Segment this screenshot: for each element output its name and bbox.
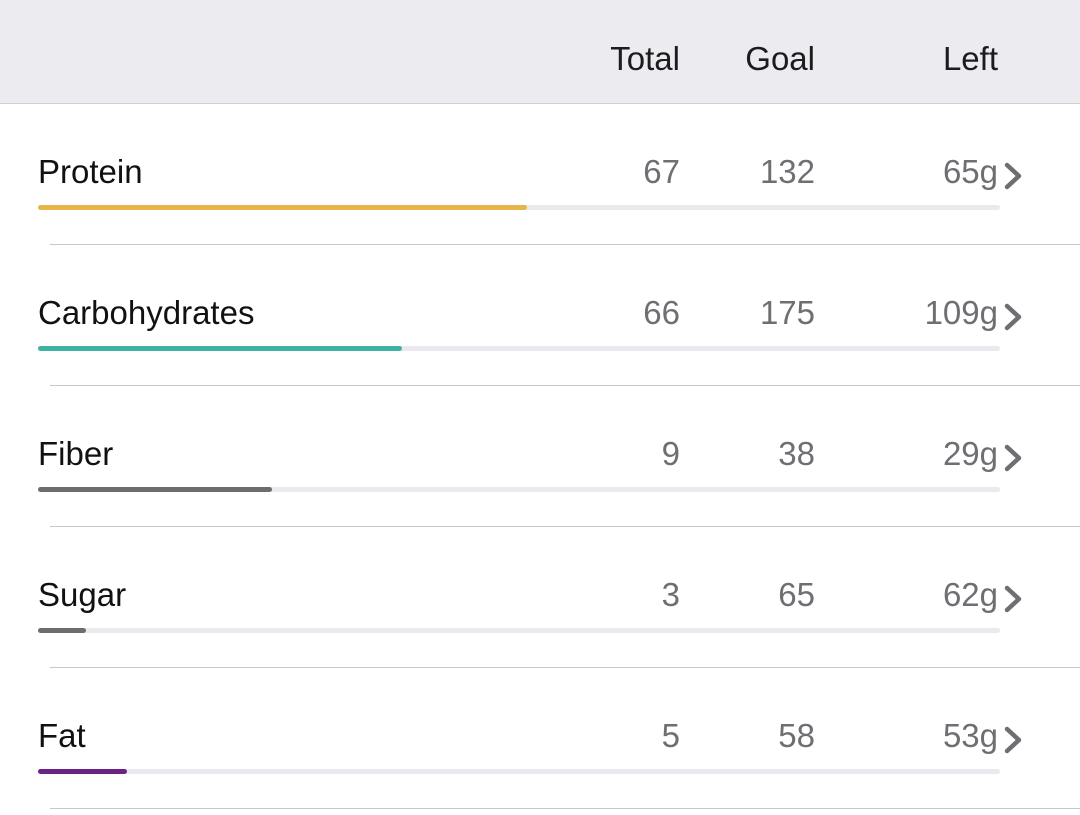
progress-track (38, 487, 1000, 492)
nutrient-left: 109g (924, 294, 998, 331)
row-divider (50, 244, 1080, 245)
progress-track (38, 205, 1000, 210)
nutrient-row-carbohydrates[interactable]: Carbohydrates 66 175 109g (0, 245, 1080, 386)
header-left: Left (942, 40, 998, 77)
header-goal: Goal (745, 40, 815, 77)
nutrient-total: 5 (661, 717, 680, 754)
chevron-right-icon[interactable] (998, 725, 1028, 755)
chevron-right-icon[interactable] (998, 584, 1028, 614)
nutrient-goal: 65 (778, 576, 815, 613)
header-total: Total (610, 40, 680, 77)
nutrient-total: 9 (661, 435, 680, 472)
progress-fill (38, 628, 87, 633)
nutrient-row-fat[interactable]: Fat 5 58 53g (0, 668, 1080, 809)
nutrient-name: Fat (38, 717, 86, 754)
nutrient-goal: 175 (759, 294, 815, 331)
nutrient-goal: 58 (778, 717, 815, 754)
row-divider (50, 667, 1080, 668)
row-divider (50, 526, 1080, 527)
row-divider (50, 808, 1080, 809)
nutrient-total: 66 (643, 294, 680, 331)
nutrient-name: Protein (38, 153, 143, 190)
nutrient-row-protein[interactable]: Protein 67 132 65g (0, 104, 1080, 245)
nutrient-row-sugar[interactable]: Sugar 3 65 62g (0, 527, 1080, 668)
nutrient-goal: 38 (778, 435, 815, 472)
nutrient-total: 3 (661, 576, 680, 613)
progress-track (38, 628, 1000, 633)
nutrient-name: Fiber (38, 435, 114, 472)
progress-fill (38, 205, 527, 210)
column-header-bar: Total Goal Left (0, 0, 1080, 104)
progress-track (38, 769, 1000, 774)
progress-fill (38, 487, 272, 492)
chevron-right-icon[interactable] (998, 443, 1028, 473)
nutrient-left: 62g (942, 576, 998, 613)
nutrient-left: 65g (942, 153, 998, 190)
progress-fill (38, 769, 127, 774)
nutrient-row-fiber[interactable]: Fiber 9 38 29g (0, 386, 1080, 527)
nutrient-total: 67 (643, 153, 680, 190)
chevron-right-icon[interactable] (998, 161, 1028, 191)
nutrient-name: Carbohydrates (38, 294, 255, 331)
chevron-right-icon[interactable] (998, 302, 1028, 332)
progress-fill (38, 346, 402, 351)
nutrient-name: Sugar (38, 576, 127, 613)
progress-track (38, 346, 1000, 351)
nutrient-goal: 132 (759, 153, 815, 190)
nutrient-left: 53g (942, 717, 998, 754)
nutrient-left: 29g (942, 435, 998, 472)
row-divider (50, 385, 1080, 386)
